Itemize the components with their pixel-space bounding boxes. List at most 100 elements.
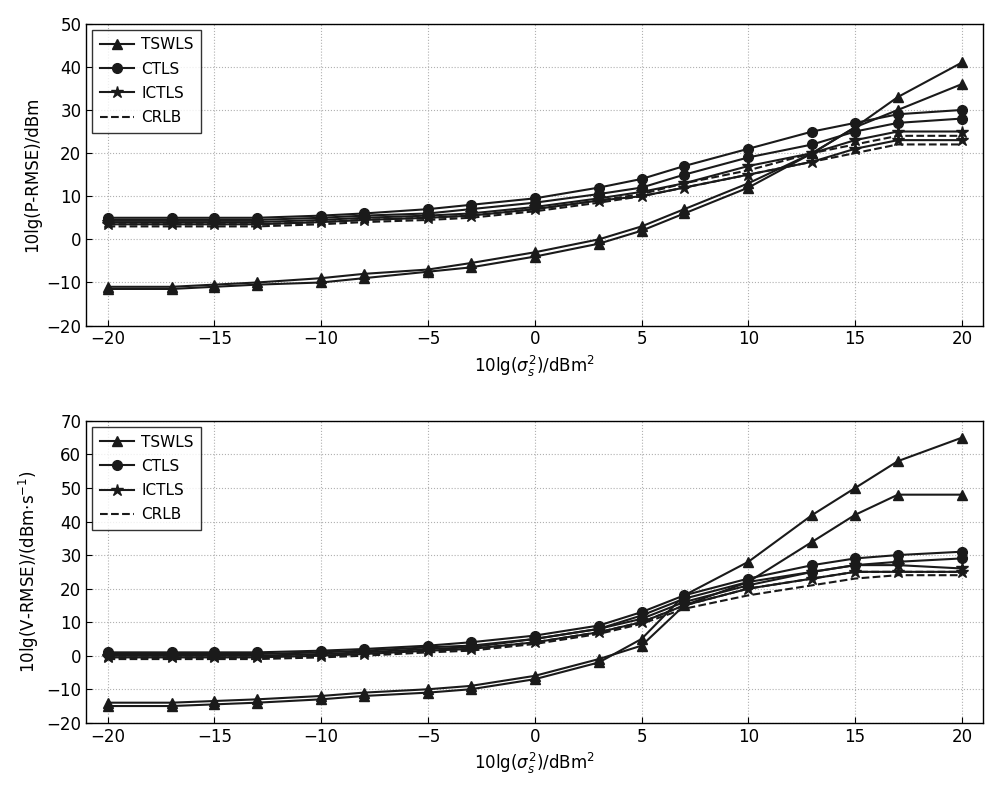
ICTLS xyxy=(208,651,220,661)
ICTLS xyxy=(892,561,904,570)
CRLB xyxy=(593,627,605,637)
CTLS xyxy=(806,127,818,136)
CTLS xyxy=(849,118,861,128)
CRLB xyxy=(806,574,818,584)
TSWLS xyxy=(465,684,477,694)
CRLB xyxy=(102,220,114,229)
Legend: TSWLS, CTLS, ICTLS, CRLB: TSWLS, CTLS, ICTLS, CRLB xyxy=(92,427,201,530)
TSWLS xyxy=(422,267,434,277)
CRLB xyxy=(529,638,541,647)
TSWLS xyxy=(892,92,904,102)
CRLB xyxy=(208,220,220,229)
CTLS xyxy=(422,205,434,214)
CRLB xyxy=(166,653,178,662)
Line: TSWLS: TSWLS xyxy=(103,58,967,294)
CRLB xyxy=(465,211,477,220)
Y-axis label: 10lg(V-RMSE)/(dBm$\cdot$s$^{-1}$): 10lg(V-RMSE)/(dBm$\cdot$s$^{-1}$) xyxy=(17,470,41,673)
CTLS xyxy=(956,105,968,115)
CTLS xyxy=(636,607,648,617)
CRLB xyxy=(892,567,904,577)
ICTLS xyxy=(166,217,178,227)
CTLS xyxy=(593,183,605,193)
TSWLS xyxy=(892,456,904,465)
ICTLS xyxy=(742,577,754,587)
CTLS xyxy=(166,213,178,223)
CRLB xyxy=(315,651,327,661)
CRLB xyxy=(636,190,648,199)
ICTLS xyxy=(358,213,370,223)
CRLB xyxy=(358,215,370,224)
CRLB xyxy=(806,148,818,158)
CTLS xyxy=(529,630,541,640)
CRLB xyxy=(529,205,541,214)
CTLS xyxy=(251,213,263,223)
TSWLS xyxy=(315,695,327,704)
TSWLS xyxy=(593,657,605,667)
TSWLS xyxy=(678,591,690,600)
ICTLS xyxy=(315,215,327,224)
ICTLS xyxy=(358,648,370,657)
ICTLS xyxy=(742,161,754,170)
TSWLS xyxy=(678,209,690,218)
CRLB xyxy=(465,644,477,653)
TSWLS xyxy=(102,701,114,711)
X-axis label: $10\lg(\sigma_s^2)$/dBm$^2$: $10\lg(\sigma_s^2)$/dBm$^2$ xyxy=(474,751,595,776)
TSWLS xyxy=(166,701,178,711)
ICTLS xyxy=(251,217,263,227)
TSWLS xyxy=(636,634,648,644)
CRLB xyxy=(208,653,220,662)
CRLB xyxy=(251,220,263,229)
TSWLS xyxy=(208,699,220,709)
CRLB xyxy=(166,220,178,229)
CRLB xyxy=(636,618,648,627)
TSWLS xyxy=(742,183,754,193)
CRLB xyxy=(892,131,904,140)
CRLB xyxy=(102,653,114,662)
ICTLS xyxy=(102,651,114,661)
CRLB xyxy=(422,213,434,223)
ICTLS xyxy=(806,148,818,158)
ICTLS xyxy=(636,187,648,197)
Line: CRLB: CRLB xyxy=(108,136,962,224)
CRLB xyxy=(742,166,754,175)
ICTLS xyxy=(251,651,263,661)
CTLS xyxy=(636,174,648,184)
ICTLS xyxy=(956,564,968,573)
CTLS xyxy=(742,144,754,154)
ICTLS xyxy=(678,594,690,603)
TSWLS xyxy=(251,698,263,707)
Line: CTLS: CTLS xyxy=(103,105,967,223)
ICTLS xyxy=(529,202,541,212)
CRLB xyxy=(742,584,754,593)
CTLS xyxy=(956,547,968,557)
CTLS xyxy=(358,644,370,653)
CTLS xyxy=(742,574,754,584)
CTLS xyxy=(678,161,690,170)
ICTLS xyxy=(465,209,477,218)
TSWLS xyxy=(742,557,754,566)
TSWLS xyxy=(593,239,605,248)
CTLS xyxy=(849,554,861,563)
Legend: TSWLS, CTLS, ICTLS, CRLB: TSWLS, CTLS, ICTLS, CRLB xyxy=(92,30,201,132)
CTLS xyxy=(593,621,605,630)
ICTLS xyxy=(166,651,178,661)
CTLS xyxy=(806,561,818,570)
CTLS xyxy=(358,209,370,218)
X-axis label: $10\lg(\sigma_s^2)$/dBm$^2$: $10\lg(\sigma_s^2)$/dBm$^2$ xyxy=(474,354,595,379)
TSWLS xyxy=(806,148,818,158)
TSWLS xyxy=(102,284,114,293)
ICTLS xyxy=(849,561,861,570)
CTLS xyxy=(166,648,178,657)
TSWLS xyxy=(315,278,327,287)
ICTLS xyxy=(593,624,605,634)
ICTLS xyxy=(849,136,861,145)
CTLS xyxy=(102,213,114,223)
TSWLS xyxy=(849,483,861,492)
CTLS xyxy=(251,648,263,657)
CRLB xyxy=(593,196,605,205)
ICTLS xyxy=(529,634,541,644)
ICTLS xyxy=(806,567,818,577)
TSWLS xyxy=(208,282,220,292)
Line: CRLB: CRLB xyxy=(108,572,962,657)
CTLS xyxy=(892,550,904,560)
